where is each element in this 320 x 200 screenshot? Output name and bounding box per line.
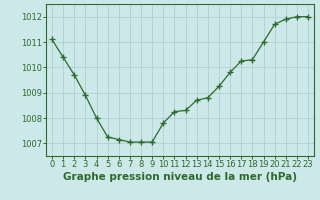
X-axis label: Graphe pression niveau de la mer (hPa): Graphe pression niveau de la mer (hPa) bbox=[63, 172, 297, 182]
